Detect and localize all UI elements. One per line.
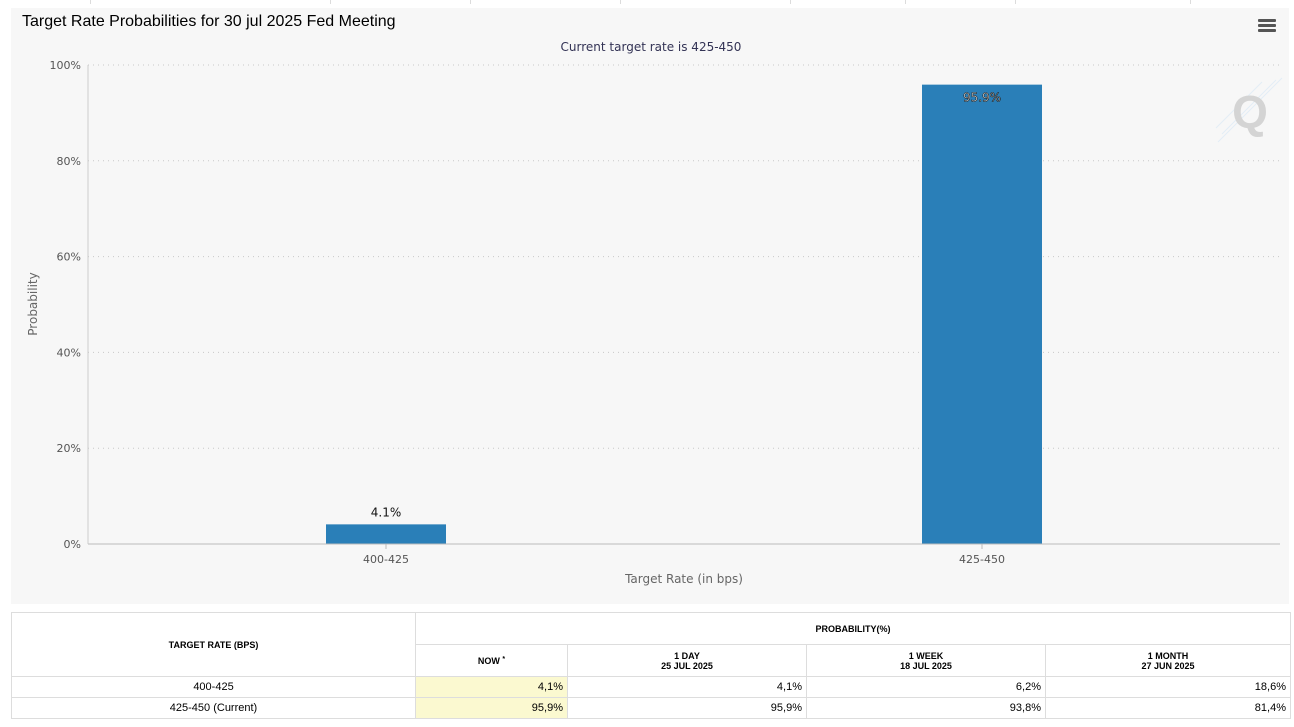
week-cell: 6,2% (806, 676, 1046, 698)
bar-data-label: 95.9% (963, 91, 1001, 105)
now-label: NOW (477, 655, 500, 666)
quikstrike-logo-watermark: Q (1215, 77, 1283, 143)
table-row: 400-425 4,1% 4,1% 6,2% 18,6% (11, 676, 1291, 698)
y-tick-label: 40% (57, 346, 81, 359)
column-date: 27 JUN 2025 (1141, 660, 1195, 671)
top-strip-cell (620, 0, 791, 4)
y-tick-label: 80% (57, 155, 81, 168)
x-tick-labels: 400-425 425-450 (363, 544, 1005, 566)
top-strip-cell (1015, 0, 1191, 4)
top-strip-cell (470, 0, 621, 4)
y-tick-labels: 0% 20% 40% 60% 80% 100% (50, 59, 81, 551)
now-cell: 95,9% (415, 697, 568, 719)
chart-subtitle: Current target rate is 425-450 (561, 40, 742, 54)
month-column-header: 1 MONTH 27 JUN 2025 (1045, 644, 1291, 677)
x-tick-label: 425-450 (959, 553, 1005, 566)
week-column-header: 1 WEEK 18 JUL 2025 (806, 644, 1046, 677)
week-cell: 93,8% (806, 697, 1046, 719)
y-tick-label: 0% (64, 538, 81, 551)
table-row: 425-450 (Current) 95,9% 95,9% 93,8% 81,4… (11, 697, 1291, 719)
y-axis-label: Probability (26, 272, 40, 335)
now-column-header: NOW * (415, 644, 568, 677)
y-tick-label: 20% (57, 442, 81, 455)
probability-bar-chart: Q Current target rate is 425-450 Probabi… (26, 40, 1283, 586)
y-tick-label: 100% (50, 59, 81, 72)
top-strip-cell (790, 0, 906, 4)
top-strip-cell (0, 0, 91, 4)
bar-400-425[interactable] (326, 524, 446, 544)
bar-data-label: 4.1% (371, 505, 402, 519)
y-tick-label: 60% (57, 251, 81, 264)
now-marker: * (502, 655, 506, 663)
month-cell: 18,6% (1045, 676, 1291, 698)
month-cell: 81,4% (1045, 697, 1291, 719)
column-date: 18 JUL 2025 (900, 660, 952, 671)
column-label: 1 MONTH (1147, 650, 1189, 661)
day-cell: 95,9% (567, 697, 807, 719)
probability-group-header: PROBABILITY(%) (415, 612, 1291, 645)
column-date: 25 JUL 2025 (661, 660, 713, 671)
top-strip-cell (330, 0, 471, 4)
rate-cell: 425-450 (Current) (11, 697, 416, 719)
watermark-letter: Q (1232, 86, 1268, 138)
chart-title: Target Rate Probabilities for 30 jul 202… (22, 13, 396, 30)
hamburger-menu-icon[interactable] (1258, 19, 1276, 33)
column-label: 1 WEEK (908, 650, 944, 661)
day-cell: 4,1% (567, 676, 807, 698)
now-cell: 4,1% (415, 676, 568, 698)
rate-cell: 400-425 (11, 676, 416, 698)
top-strip-cell (915, 0, 1016, 4)
bar-425-450[interactable] (922, 84, 1042, 544)
day-column-header: 1 DAY 25 JUL 2025 (567, 644, 807, 677)
column-label: 1 DAY (674, 650, 700, 661)
chart-panel (11, 8, 1289, 604)
x-axis-label: Target Rate (in bps) (624, 572, 743, 586)
top-strip-cell (90, 0, 331, 4)
y-gridlines (88, 64, 1280, 449)
top-border-strip (0, 0, 1294, 4)
rate-column-header: TARGET RATE (BPS) (11, 612, 416, 677)
x-tick-label: 400-425 (363, 553, 409, 566)
probability-table: TARGET RATE (BPS) PROBABILITY(%) NOW * 1… (11, 612, 1291, 719)
bars: 4.1% 95.9% (326, 84, 1042, 544)
